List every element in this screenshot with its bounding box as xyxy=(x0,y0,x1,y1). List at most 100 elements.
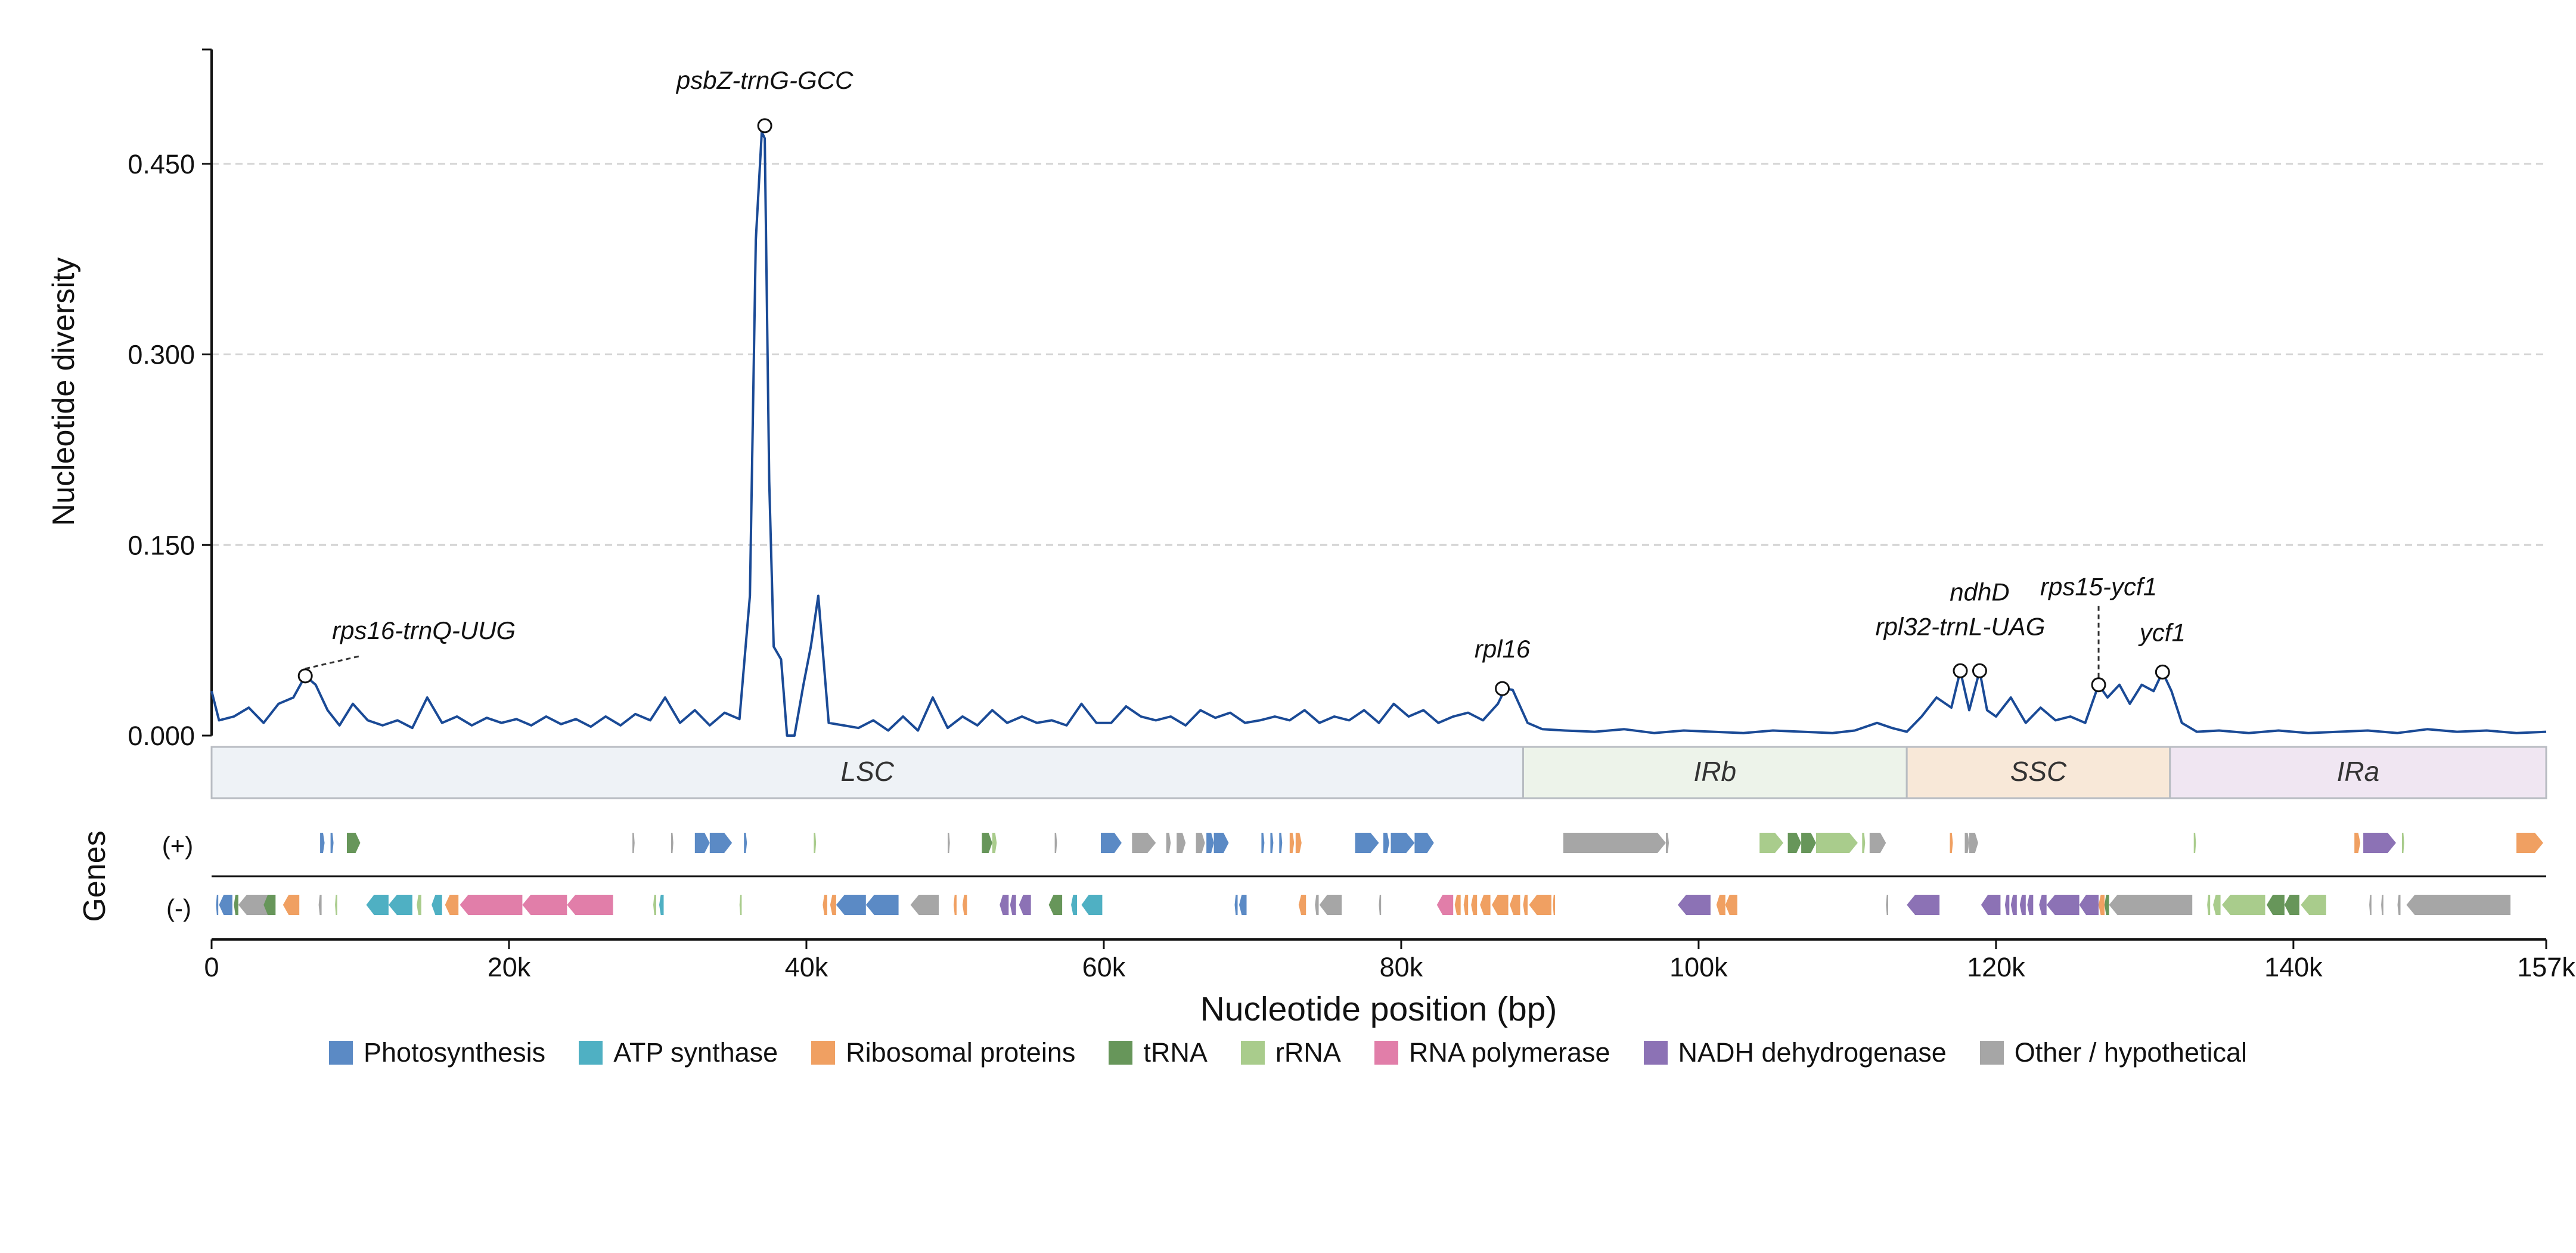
gene-arrow xyxy=(347,833,361,853)
gene-arrow xyxy=(2193,833,2196,853)
region-block xyxy=(1522,746,1908,799)
peak-marker xyxy=(297,668,313,684)
gene-arrow xyxy=(1000,895,1009,915)
genes-label: Genes xyxy=(77,830,112,922)
gene-arrow xyxy=(2354,833,2361,853)
gene-arrow xyxy=(445,895,459,915)
gene-arrow xyxy=(1270,833,1274,853)
gene-arrow xyxy=(1048,895,1063,915)
gene-arrow xyxy=(1177,833,1186,853)
gene-arrow xyxy=(1801,833,1816,853)
gene-arrow xyxy=(2099,895,2105,915)
gene-arrow xyxy=(1510,895,1520,915)
gene-arrow xyxy=(1101,833,1122,853)
gene-arrow xyxy=(653,895,656,915)
gene-arrow xyxy=(522,895,567,915)
legend-item: NADH dehydrogenase xyxy=(1643,1037,1947,1068)
gene-arrow xyxy=(219,895,232,915)
gene-arrow xyxy=(1234,895,1238,915)
gene-arrow xyxy=(659,895,664,915)
gene-arrow xyxy=(1213,833,1229,853)
gene-arrow xyxy=(1981,895,2001,915)
region-block xyxy=(2169,746,2547,799)
gene-arrow xyxy=(1529,895,1551,915)
peak-marker xyxy=(1953,663,1968,678)
peak-label: ycf1 xyxy=(2138,618,2186,646)
gene-arrow xyxy=(1019,895,1031,915)
gene-arrow xyxy=(2004,895,2010,915)
gene-arrow xyxy=(1471,895,1478,915)
peak-label: psbZ-trnG-GCC xyxy=(675,66,854,94)
legend-item: rRNA xyxy=(1240,1037,1341,1068)
gene-arrow xyxy=(1379,895,1382,915)
peak-marker xyxy=(2155,664,2170,680)
peak-label: rpl16 xyxy=(1475,635,1531,663)
gene-arrow xyxy=(2222,895,2265,915)
gene-arrow xyxy=(814,833,817,853)
gene-arrow xyxy=(2027,895,2034,915)
legend-swatch xyxy=(1240,1041,1265,1065)
region-label: IRb xyxy=(1694,756,1737,787)
gene-arrow xyxy=(1716,895,1725,915)
gene-arrow xyxy=(982,833,992,853)
gene-arrow xyxy=(1391,833,1415,853)
gene-arrow xyxy=(1239,895,1247,915)
annotation-leader xyxy=(305,655,362,670)
gene-arrow xyxy=(954,895,957,915)
gene-arrow xyxy=(1787,833,1802,853)
y-tick-label: 0.450 xyxy=(128,149,195,179)
strand-plus-label: (+) xyxy=(162,832,194,860)
x-axis: 0 20k 40k 60k 80k 100k 120k 140k 157k xyxy=(204,938,2575,982)
gene-arrow xyxy=(2516,833,2543,853)
legend-item: Other / hypothetical xyxy=(1979,1037,2247,1068)
gene-arrow xyxy=(1298,895,1306,915)
gene-arrow xyxy=(1196,833,1205,853)
legend-label: Ribosomal proteins xyxy=(846,1037,1076,1068)
gene-arrow xyxy=(1315,895,1319,915)
gene-arrow xyxy=(2213,895,2221,915)
gene-arrow xyxy=(388,895,412,915)
gene-arrow xyxy=(2019,895,2026,915)
legend-label: Other / hypothetical xyxy=(2014,1037,2247,1068)
gene-arrow xyxy=(1563,833,1666,853)
x-axis-label: Nucleotide position (bp) xyxy=(1200,990,1557,1028)
gene-arrow xyxy=(1950,833,1953,853)
gene-arrow xyxy=(1319,895,1342,915)
gene-arrow xyxy=(1523,895,1528,915)
legend-label: Photosynthesis xyxy=(364,1037,546,1068)
legend-swatch xyxy=(811,1041,836,1065)
y-tick-label: 0.150 xyxy=(128,530,195,560)
x-tick-label: 60k xyxy=(1082,952,1126,982)
gene-arrow xyxy=(2109,895,2193,915)
gene-arrow xyxy=(836,895,866,915)
region-label: LSC xyxy=(841,756,895,787)
gene-arrow xyxy=(632,833,635,853)
gene-arrow xyxy=(1383,833,1389,853)
legend-item: Ribosomal proteins xyxy=(811,1037,1075,1068)
gene-arrow xyxy=(671,833,674,853)
x-tick-label: 40k xyxy=(785,952,828,982)
gene-arrow xyxy=(1492,895,1509,915)
gene-arrow xyxy=(1279,833,1283,853)
gene-arrow xyxy=(2284,895,2299,915)
legend-label: rRNA xyxy=(1275,1037,1341,1068)
gene-arrow xyxy=(1436,895,1454,915)
gene-arrow xyxy=(1132,833,1156,853)
gene-arrow xyxy=(1054,833,1057,853)
gene-arrow xyxy=(1480,895,1491,915)
gene-arrow xyxy=(1414,833,1434,853)
region-label: IRa xyxy=(2337,756,2380,787)
gene-arrow xyxy=(1725,895,1737,915)
gene-arrow xyxy=(865,895,899,915)
gene-arrow xyxy=(238,895,271,915)
gene-arrow xyxy=(1862,833,1866,853)
gene-arrow xyxy=(234,895,238,915)
gene-arrow xyxy=(1816,833,1858,853)
y-tick-label: 0.000 xyxy=(128,721,195,751)
grid-lines xyxy=(212,163,2546,546)
legend-label: tRNA xyxy=(1143,1037,1208,1068)
legend-swatch xyxy=(1643,1041,1668,1065)
legend-item: RNA polymerase xyxy=(1374,1037,1610,1068)
gene-arrow xyxy=(709,833,733,853)
region-label: SSC xyxy=(2010,756,2067,787)
